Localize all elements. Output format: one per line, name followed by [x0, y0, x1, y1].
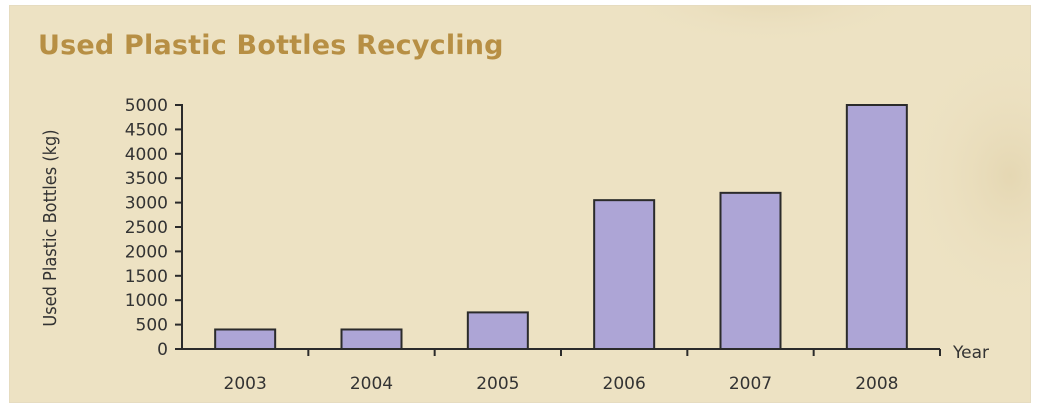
- y-tick-label: 1000: [125, 291, 168, 311]
- y-axis-label: Used Plastic Bottles (kg): [40, 129, 61, 326]
- bar-2005: [466, 311, 529, 350]
- y-tick-label: 3000: [125, 194, 168, 214]
- bar-2008: [845, 104, 908, 350]
- y-tick-label: 4500: [125, 120, 168, 140]
- bar-2007: [719, 191, 782, 350]
- y-tick-label: 2500: [125, 218, 168, 238]
- bar-2003: [214, 328, 277, 351]
- y-tick-label: 4000: [125, 145, 168, 165]
- y-axis-ticks: 0 500 1000 1500 2000 2500 3000 3500 4000 4500 5000: [125, 96, 182, 360]
- bar-2004: [340, 328, 403, 351]
- bar-2006: [593, 199, 656, 350]
- chart-panel: Used Plastic Bottles Recycling 0 500 1000 1…: [10, 6, 1030, 402]
- chart-title: Used Plastic Bottles Recycling: [38, 30, 504, 61]
- x-tick-label: 2004: [350, 374, 393, 394]
- x-tick-label: 2008: [855, 374, 898, 394]
- y-tick-label: 2000: [125, 242, 168, 262]
- y-tick-label: 500: [136, 316, 168, 336]
- x-tick-label: 2006: [603, 374, 646, 394]
- x-tick-label: 2005: [476, 374, 519, 394]
- bar-chart: 0 500 1000 1500 2000 2500 3000 3500 4000 4500 5000…: [40, 6, 1030, 394]
- y-tick-label: 5000: [125, 96, 168, 116]
- background-swirl: [613, 6, 927, 46]
- y-tick-label: 0: [157, 340, 168, 360]
- x-axis-ticks: 2003 2004 2005 2006 2007 2008: [224, 349, 941, 394]
- x-tick-label: 2003: [224, 374, 267, 394]
- bars-group: [214, 104, 908, 351]
- y-tick-label: 3500: [125, 169, 168, 189]
- x-axis-label: Year: [952, 343, 989, 363]
- y-tick-label: 1500: [125, 267, 168, 287]
- background-swirl: [900, 36, 1030, 316]
- x-tick-label: 2007: [729, 374, 772, 394]
